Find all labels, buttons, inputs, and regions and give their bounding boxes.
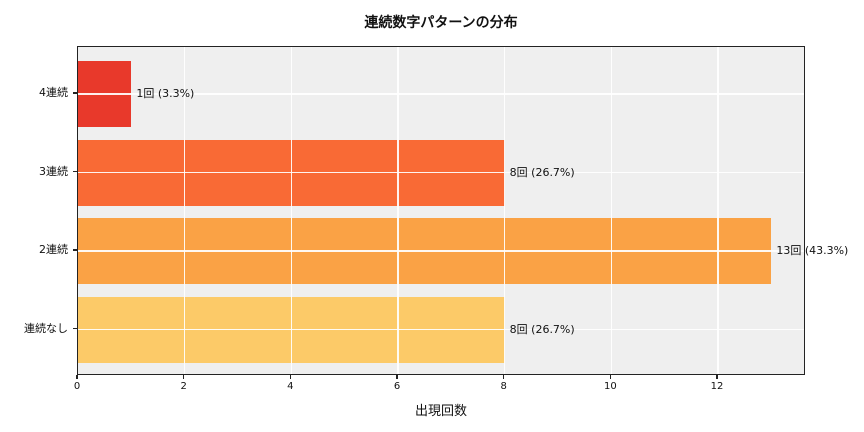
plot-area: 1回 (3.3%) 8回 (26.7%) 13回 (43.3%) 8回 (26.7%) (77, 46, 848, 375)
y-tick-label: 4連続 (39, 86, 68, 99)
x-tick-label: 0 (73, 381, 81, 392)
v-gridline (183, 47, 186, 374)
v-gridline (503, 47, 506, 374)
x-tick-label: 6 (393, 381, 401, 392)
bar-value-label: 8回 (26.7%) (509, 322, 575, 336)
x-tick-label: 8 (500, 381, 507, 392)
bar-value-label: 13回 (43.3%) (776, 244, 849, 257)
x-tick-mark (183, 375, 185, 379)
y-tick-label: 連続なし (24, 321, 68, 335)
bar-value-label: 1回 (3.3%) (136, 87, 195, 100)
v-gridline (717, 47, 719, 374)
chart-title: 連続数字パターンの分布 (364, 15, 518, 31)
x-tick-label: 12 (710, 381, 724, 392)
x-tick-mark (396, 375, 398, 379)
h-gridline (78, 250, 804, 252)
y-tick-mark (72, 170, 77, 173)
y-tick-label: 3連続 (39, 164, 68, 178)
x-tick-mark (289, 375, 291, 379)
y-tick-label: 2連続 (39, 243, 68, 256)
y-tick-mark (72, 92, 77, 94)
y-tick-mark (72, 249, 77, 251)
x-tick-mark (716, 375, 718, 379)
v-gridline (397, 47, 399, 374)
v-gridline (290, 47, 293, 374)
x-tick-mark (609, 375, 611, 379)
x-tick-label: 4 (287, 381, 294, 392)
x-tick-mark (503, 375, 505, 379)
h-gridline (78, 171, 804, 174)
h-gridline (78, 328, 804, 331)
v-gridline (610, 47, 613, 374)
y-tick-mark (72, 327, 77, 330)
x-tick-label: 2 (180, 381, 187, 392)
bar-value-label: 8回 (26.7%) (509, 165, 575, 179)
x-tick-mark (76, 375, 78, 379)
h-gridline (78, 93, 804, 95)
x-tick-label: 10 (603, 381, 617, 392)
x-axis-label: 出現回数 (414, 404, 467, 419)
